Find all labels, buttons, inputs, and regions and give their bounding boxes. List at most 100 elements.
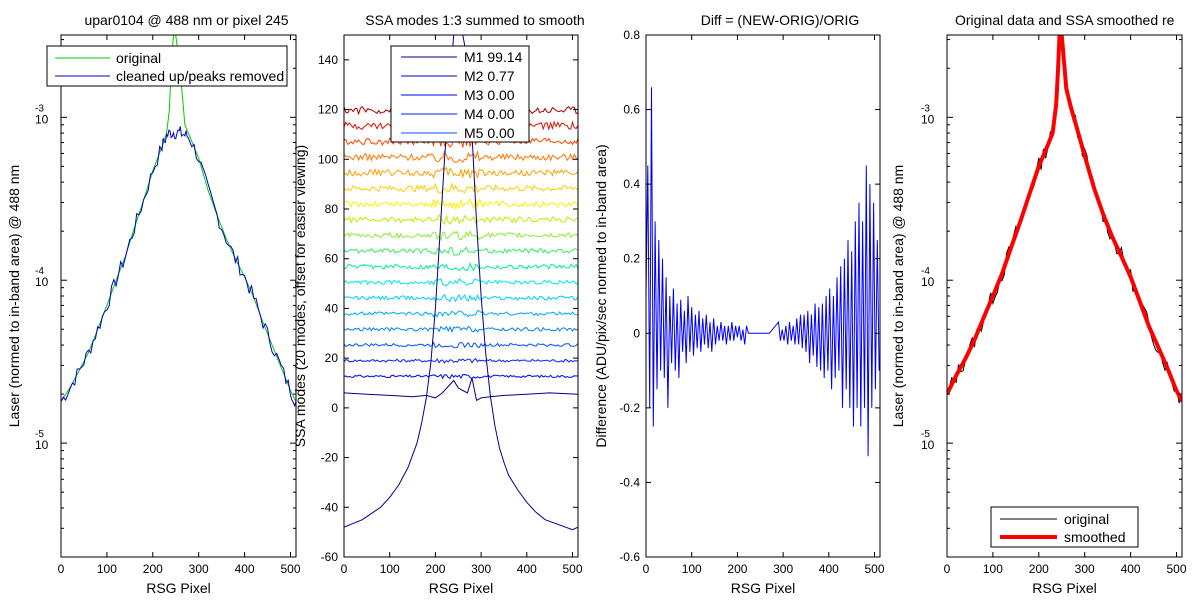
ssa-mode-line-5 <box>344 341 578 349</box>
chart-title: SSA modes 1:3 summed to smooth <box>365 12 584 28</box>
x-tick-label: 400 <box>517 562 537 576</box>
x-tick-label: 100 <box>682 562 702 576</box>
y-tick-label: -20 <box>321 451 339 465</box>
legend-label-m5: M5 0.00 <box>464 125 515 141</box>
ssa-mode-line-12 <box>344 229 578 242</box>
legend-label-original: original <box>116 50 161 66</box>
chart-title-wrap: Original data and SSA smoothed re <box>955 12 1175 28</box>
x-tick-label: 100 <box>380 562 400 576</box>
x-tick-label: 300 <box>1075 562 1095 576</box>
ssa-mode-line-15 <box>344 182 578 194</box>
plot-frame-0 <box>60 34 297 558</box>
y-tick-label: -60 <box>321 550 339 564</box>
x-axis-2: 0 100 200 300 400 500 RSG Pixel <box>643 35 885 596</box>
y-tick-label: 0.4 <box>623 177 640 191</box>
series-smoothed-line <box>947 35 1182 403</box>
y-tick-mantissa: 10 <box>35 275 49 289</box>
ssa-mode-line-13 <box>344 213 578 226</box>
ssa-mode-line-11 <box>344 246 578 256</box>
x-tick-label: 500 <box>563 562 583 576</box>
legend-label-smoothed: smoothed <box>1064 529 1125 545</box>
y-tick-label: -0.2 <box>619 401 640 415</box>
x-tick-label: 200 <box>1029 562 1049 576</box>
ssa-mode-line-8 <box>344 293 578 303</box>
y-tick-label: 120 <box>318 103 338 117</box>
x-tick-label: 300 <box>773 562 793 576</box>
plot-area <box>947 35 1182 404</box>
x-tick-label: 400 <box>235 562 255 576</box>
legend-label-m4: M4 0.00 <box>464 106 515 122</box>
y-tick-label: 80 <box>325 202 339 216</box>
y-tick-label: -40 <box>321 500 339 514</box>
y-axis-label: Difference (ADU/pix/sec normed to in-ban… <box>593 144 609 447</box>
plot-frame-2 <box>645 34 881 558</box>
plot-frame-3 <box>946 34 1183 558</box>
x-tick-label: 0 <box>944 562 951 576</box>
series-cleaned-line <box>61 126 296 408</box>
ssa-mode-line-14 <box>344 197 578 211</box>
y-tick-label: 0 <box>633 326 640 340</box>
x-tick-label: 300 <box>189 562 209 576</box>
x-tick-label: 400 <box>1121 562 1141 576</box>
legend-box <box>990 506 1139 548</box>
x-tick-label: 200 <box>727 562 747 576</box>
x-tick-label: 500 <box>865 562 885 576</box>
y-tick-label: 0 <box>331 401 338 415</box>
y-axis-label: Laser (normed to in-band area) @ 488 nm <box>890 165 906 427</box>
x-tick-label: 500 <box>280 562 300 576</box>
y-tick-label: 0.2 <box>623 252 640 266</box>
x-tick-label: 0 <box>643 562 650 576</box>
x-tick-label: 100 <box>97 562 117 576</box>
y-tick-exponent: -3 <box>921 103 930 114</box>
y-tick-exponent: -5 <box>921 429 930 440</box>
chart-title: Diff = (NEW-ORIG)/ORIG <box>701 12 860 28</box>
ssa-mode-line-17 <box>344 150 578 163</box>
y-axis-label: Laser (normed to in-band area) @ 488 nm <box>6 165 22 427</box>
x-axis-label: RSG Pixel <box>1032 580 1097 596</box>
ssa-mode-line-7 <box>344 310 578 318</box>
x-axis-0: 0 100 200 300 400 500 RSG Pixel <box>58 35 301 596</box>
y-axis-0: 10-310-410-5 <box>35 39 296 558</box>
chart-title: upar0104 @ 488 nm or pixel 245 <box>84 12 288 28</box>
series-original-line <box>61 35 296 402</box>
y-tick-label: 20 <box>325 351 339 365</box>
ssa-mode-line-6 <box>344 325 578 334</box>
ssa-mode-line-9 <box>344 277 578 287</box>
legend-label-m1: M1 99.14 <box>464 49 523 65</box>
ssa-mode-line-4 <box>344 357 578 364</box>
y-tick-mantissa: 10 <box>35 112 49 126</box>
y-tick-exponent: -4 <box>921 266 930 277</box>
ssa-mode-line-10 <box>344 262 578 272</box>
plot-area <box>646 87 880 457</box>
chart-2: -60 -40 -20 0 20 40 60 80 100 120 140 0 100 200 300 400… <box>292 12 585 596</box>
y-tick-exponent: -3 <box>35 103 44 114</box>
chart-3: -0.6 -0.4 -0.2 0 0.2 0.4 0.6 0.8 0 100 200 300 400 50… <box>593 12 885 596</box>
y-tick-label: 100 <box>318 152 338 166</box>
ssa-mode-line-1 <box>344 35 578 531</box>
y-tick-label: 0.6 <box>623 103 640 117</box>
y-tick-label: -0.6 <box>619 550 640 564</box>
y-axis-label: SSA modes (20 modes, offset for easier v… <box>292 145 308 447</box>
legend: original smoothed <box>990 506 1139 548</box>
x-tick-label: 300 <box>471 562 491 576</box>
y-axis-3: 10-310-410-5 <box>921 39 1182 558</box>
x-axis-1: 0 100 200 300 400 500 RSG Pixel <box>341 35 583 596</box>
diff-series-line <box>646 87 880 457</box>
x-axis-label: RSG Pixel <box>731 580 796 596</box>
legend-label-original: original <box>1064 511 1109 527</box>
legend-label-m2: M2 0.77 <box>464 68 515 84</box>
y-axis-1: -60 -40 -20 0 20 40 60 80 100 120 140 <box>318 53 578 564</box>
plot-area <box>61 35 296 408</box>
legend-label-m3: M3 0.00 <box>464 87 515 103</box>
y-tick-label: 60 <box>325 252 339 266</box>
y-tick-label: -0.4 <box>619 475 640 489</box>
y-tick-mantissa: 10 <box>35 438 49 452</box>
legend-box <box>46 45 288 87</box>
y-tick-exponent: -4 <box>35 266 44 277</box>
legend: M1 99.14 M2 0.77 M3 0.00 M4 0.00 M5 0.00 <box>390 45 530 143</box>
x-tick-label: 0 <box>58 562 65 576</box>
y-tick-exponent: -5 <box>35 429 44 440</box>
